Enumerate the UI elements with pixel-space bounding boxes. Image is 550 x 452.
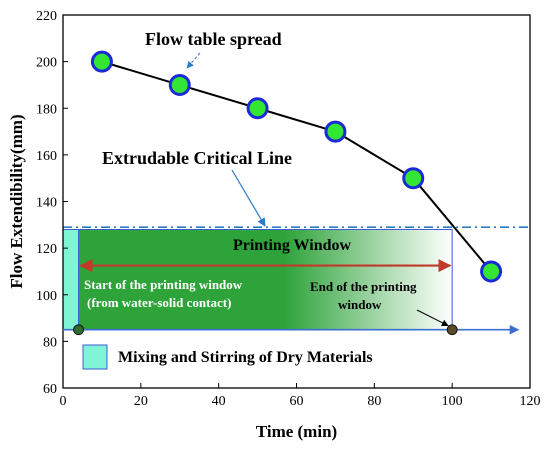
y-tick-label: 120 [36,242,57,257]
y-tick-label: 160 [36,149,57,164]
data-point [480,260,503,283]
y-tick-label: 100 [36,289,57,304]
y-tick-label: 80 [43,335,57,350]
y-tick-label: 200 [36,56,57,71]
y-tick-label: 180 [36,102,57,117]
window-end-label-line1: End of the printing [310,279,417,294]
window-start-marker [73,324,84,336]
x-tick-label: 20 [134,394,148,409]
legend-swatch-mixing [82,344,108,370]
y-tick-label: 220 [36,9,57,24]
window-start-label-line2: (from water-solid contact) [87,295,231,310]
x-tick-label: 120 [520,394,541,409]
window-end-marker [446,324,458,336]
x-tick-label: 100 [442,394,463,409]
data-point [90,50,113,73]
window-start-label-line1: Start of the printing window [84,277,243,292]
x-tick-label: 60 [290,394,304,409]
y-axis-ticks: 60 80 100 120 140 160 180 200 220 [36,9,68,397]
critical-line-label: Extrudable Critical Line [102,148,292,168]
legend-label-mixing: Mixing and Stirring of Dry Materials [118,349,373,366]
window-end-arrow [416,309,449,327]
x-axis-title: Time (min) [256,422,337,441]
x-axis-ticks: 0 20 40 60 80 100 120 [60,383,541,409]
printing-window-label: Printing Window [233,237,352,254]
data-point [168,73,191,96]
x-tick-label: 40 [212,394,226,409]
flow-table-spread-label: Flow table spread [145,29,282,49]
x-tick-label: 80 [367,394,381,409]
y-axis-title: Flow Extendibility(mm) [7,114,26,288]
x-tick-label: 0 [60,394,67,409]
series-points [90,50,503,283]
window-end-label-line2: window [338,297,382,312]
printing-window-region [78,228,453,331]
series-line [101,60,492,273]
data-point [246,97,269,120]
flow-table-spread-arrow [186,52,201,69]
critical-line-arrow [231,169,266,227]
data-point [402,167,425,190]
mixing-region [62,228,80,331]
y-tick-label: 60 [43,382,57,397]
y-tick-label: 140 [36,196,57,211]
data-point [324,120,347,143]
